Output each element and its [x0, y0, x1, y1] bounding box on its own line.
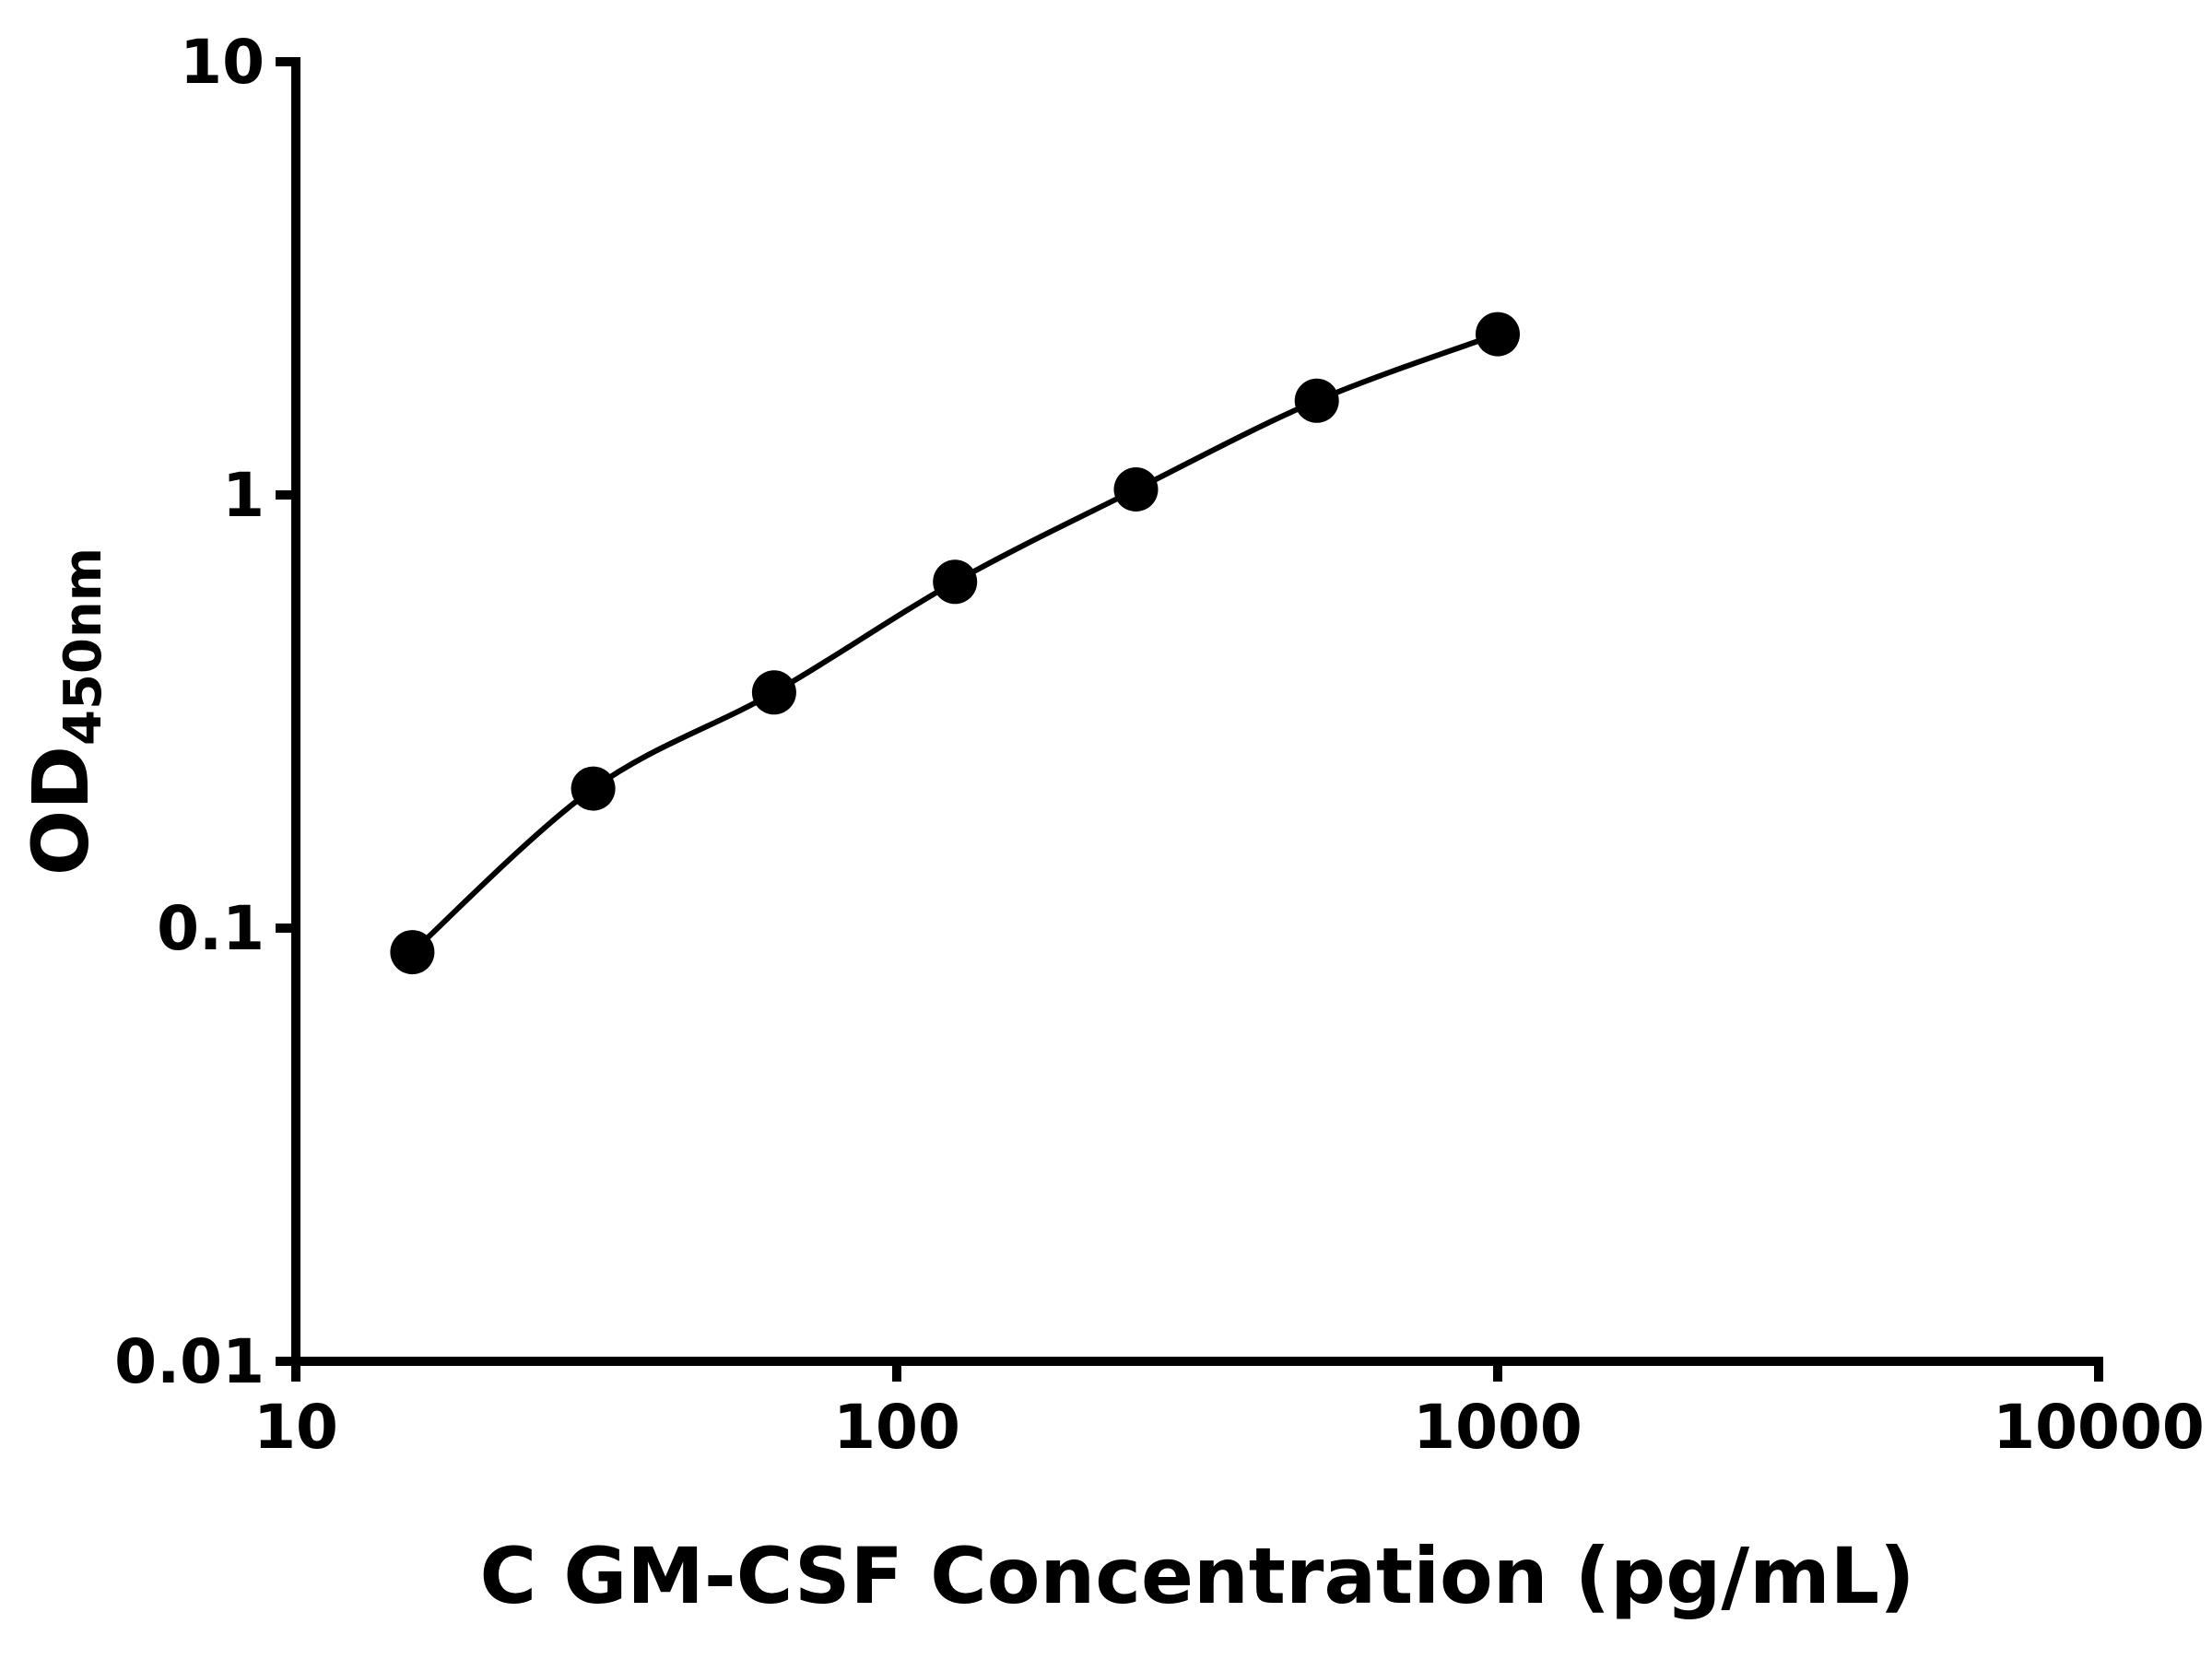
x-tick-label: 1000 — [1413, 1392, 1583, 1463]
standard-curve-line — [410, 331, 1500, 955]
y-axis-title-main: OD — [16, 746, 106, 876]
y-tick-label: 0.01 — [114, 1326, 265, 1397]
y-tick-label: 1 — [222, 460, 265, 531]
data-point-marker — [933, 559, 978, 605]
y-tick-label: 10 — [180, 27, 265, 98]
x-tick-label: 100 — [833, 1392, 960, 1463]
y-axis-title: OD450nm — [16, 547, 113, 876]
y-axis-tick-labels: 0.01 0.1 1 10 — [114, 27, 265, 1397]
data-point-marker — [751, 670, 796, 715]
x-axis-tick-labels: 10 100 1000 10000 — [253, 1392, 2205, 1463]
data-point-marker — [1113, 467, 1159, 512]
data-point-marker — [390, 930, 435, 975]
x-tick-label: 10 — [253, 1392, 338, 1463]
data-point-marker — [571, 766, 616, 811]
data-point-marker — [1476, 312, 1520, 357]
x-tick-label: 10000 — [1993, 1392, 2205, 1463]
data-point-marker — [1294, 378, 1339, 423]
y-axis-ticks — [276, 57, 296, 1366]
y-tick-label: 0.1 — [157, 893, 265, 964]
curve-line-group — [410, 331, 1500, 955]
x-axis-title: C GM-CSF Concentration (pg/mL) — [479, 1531, 1914, 1621]
data-point-group — [390, 312, 1520, 975]
y-axis-title-sub: 450nm — [53, 547, 113, 746]
